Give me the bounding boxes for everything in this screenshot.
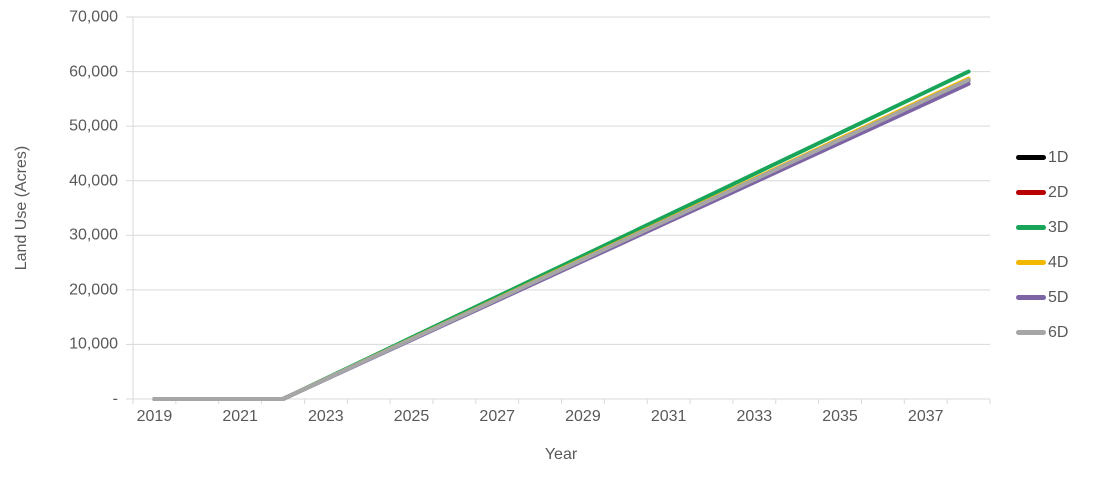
x-tick-label: 2023	[308, 408, 344, 425]
legend-label: 3D	[1048, 218, 1069, 236]
x-tick-label: 2019	[136, 408, 173, 425]
y-tick-label: 40,000	[69, 172, 118, 190]
x-tick-label: 2033	[736, 408, 773, 425]
legend-label: 2D	[1048, 183, 1069, 201]
legend-label: 6D	[1048, 323, 1069, 341]
legend-marker-5d	[1016, 295, 1046, 300]
legend-item-1d: 1D	[1016, 148, 1068, 167]
y-tick-label: 20,000	[69, 281, 118, 299]
legend-label: 5D	[1048, 288, 1069, 306]
legend-item-2d: 2D	[1016, 183, 1068, 202]
y-tick-label: -	[112, 390, 118, 408]
legend-item-5d: 5D	[1016, 288, 1068, 307]
legend-item-4d: 4D	[1016, 253, 1068, 272]
x-tick-label: 2035	[822, 408, 858, 425]
x-tick-label: 2037	[907, 408, 944, 425]
legend-item-3d: 3D	[1016, 218, 1068, 237]
x-tick-label: 2027	[479, 408, 516, 425]
legend-marker-4d	[1016, 260, 1046, 265]
legend-marker-1d	[1016, 155, 1046, 160]
series-line-4d	[152, 76, 971, 401]
series-line-2d	[152, 77, 971, 401]
legend-label: 4D	[1048, 253, 1069, 271]
series-line-6d	[152, 77, 971, 401]
y-tick-label: 60,000	[69, 63, 118, 81]
x-tick-label: 2025	[393, 408, 430, 425]
x-tick-label: 2029	[565, 408, 601, 425]
legend-label: 1D	[1048, 148, 1069, 166]
legend-marker-3d	[1016, 225, 1046, 230]
legend-marker-6d	[1016, 330, 1046, 335]
y-tick-label: 50,000	[69, 117, 118, 135]
legend-item-6d: 6D	[1016, 323, 1068, 342]
y-tick-label: 70,000	[69, 8, 118, 26]
legend-marker-2d	[1016, 190, 1046, 195]
x-tick-label: 2021	[222, 408, 258, 425]
legend: 1D 2D 3D 4D 5D 6D	[1016, 148, 1068, 342]
y-tick-label: 10,000	[69, 335, 118, 353]
y-tick-label: 30,000	[69, 226, 118, 244]
x-tick-label: 2031	[650, 408, 687, 425]
x-axis-title: Year	[544, 446, 578, 463]
y-axis-title: Land Use (Acres)	[13, 145, 30, 271]
